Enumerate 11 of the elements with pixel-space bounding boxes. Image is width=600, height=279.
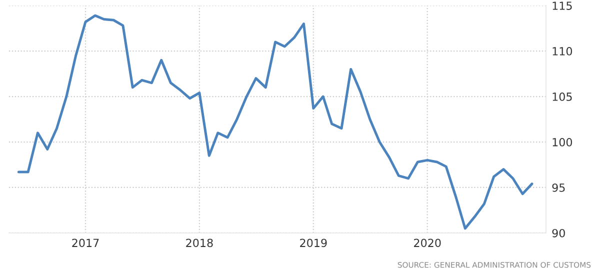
x-tick-label: 2017 <box>72 238 99 248</box>
y-tick-label: 100 <box>552 138 572 146</box>
y-tick-label: 110 <box>552 47 572 56</box>
y-tick-label: 95 <box>552 183 565 192</box>
y-tick-label: 115 <box>552 2 572 10</box>
x-tick-label: 2020 <box>414 238 441 248</box>
line-series <box>17 14 534 230</box>
y-tick-label: 105 <box>552 92 572 101</box>
y-tick-label: 90 <box>552 228 565 238</box>
x-tick-label: 2019 <box>300 238 327 248</box>
x-tick-label: 2018 <box>186 238 213 248</box>
